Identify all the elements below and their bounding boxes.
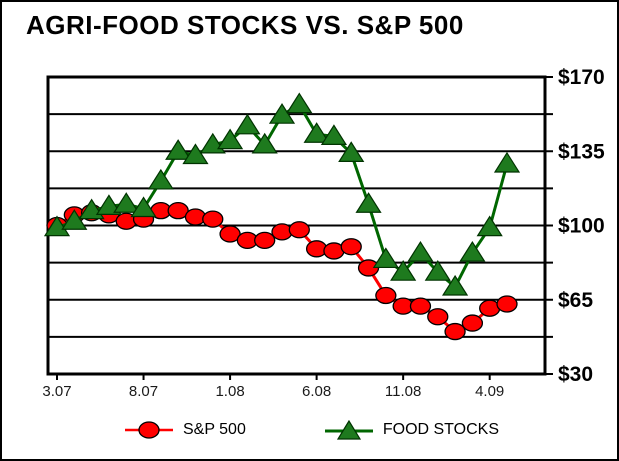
sp500-marker — [288, 221, 310, 239]
food-marker — [303, 122, 330, 143]
food-marker — [234, 113, 261, 135]
food-marker — [182, 143, 209, 165]
food-marker — [441, 274, 469, 296]
plot-svg: $170 $135 $100 $65 $30 3.07 8.07 1.08 6.08 11.08 4… — [42, 66, 605, 400]
sp500-marker — [219, 225, 241, 243]
food-marker — [165, 139, 192, 160]
food-marker — [43, 215, 71, 237]
food-marker — [424, 260, 451, 281]
food-marker — [130, 196, 157, 218]
food-marker — [407, 240, 434, 262]
x-axis-label: 1.08 — [215, 383, 244, 400]
x-axis-label: 3.07 — [42, 383, 71, 400]
legend-item-sp500: S&P 500 — [124, 419, 246, 441]
food-marker — [95, 194, 123, 216]
sp500-marker — [202, 210, 224, 228]
food-marker — [476, 215, 503, 237]
food-marker — [216, 128, 244, 150]
sp500-marker — [444, 322, 466, 341]
legend-item-food: FOOD STOCKS — [324, 418, 499, 442]
x-axis-label: 8.07 — [129, 383, 158, 400]
food-marker — [390, 260, 417, 281]
sp500-marker — [409, 297, 432, 315]
food-marker — [251, 132, 278, 154]
food-marker — [147, 168, 174, 190]
legend: S&P 500 FOOD STOCKS — [2, 418, 619, 442]
food-marker — [338, 141, 365, 162]
food-marker — [372, 247, 399, 269]
food-legend-label: FOOD STOCKS — [382, 421, 500, 438]
sp500-marker — [375, 286, 397, 305]
sp500-marker — [427, 308, 449, 326]
food-marker — [459, 240, 486, 262]
sp500-marker — [496, 295, 518, 313]
food-marker — [320, 124, 348, 145]
food-marker — [355, 192, 382, 213]
food-triangle-icon — [324, 419, 373, 440]
x-axis-label: 4.09 — [475, 383, 504, 400]
sp500-marker — [167, 201, 189, 220]
x-axis-label: 6.08 — [302, 383, 331, 400]
sp500-marker — [461, 314, 484, 332]
food-marker — [113, 192, 140, 213]
sp500-marker — [340, 238, 362, 256]
y-axis-label: $65 — [558, 289, 593, 312]
y-axis-label: $30 — [558, 363, 593, 386]
food-marker — [493, 151, 521, 173]
sp500-marker — [254, 231, 276, 250]
food-marker — [268, 103, 296, 124]
sp500-legend-label: S&P 500 — [182, 421, 246, 438]
x-axis-label: 11.08 — [385, 383, 421, 400]
food-marker — [61, 209, 88, 230]
y-axis-label: $135 — [558, 140, 605, 163]
y-axis-label: $100 — [558, 215, 605, 238]
chart-title: AGRI-FOOD STOCKS VS. S&P 500 — [26, 10, 464, 40]
sp500-circle-icon — [124, 421, 173, 439]
y-axis-label: $170 — [558, 66, 605, 89]
food-marker — [286, 92, 313, 114]
